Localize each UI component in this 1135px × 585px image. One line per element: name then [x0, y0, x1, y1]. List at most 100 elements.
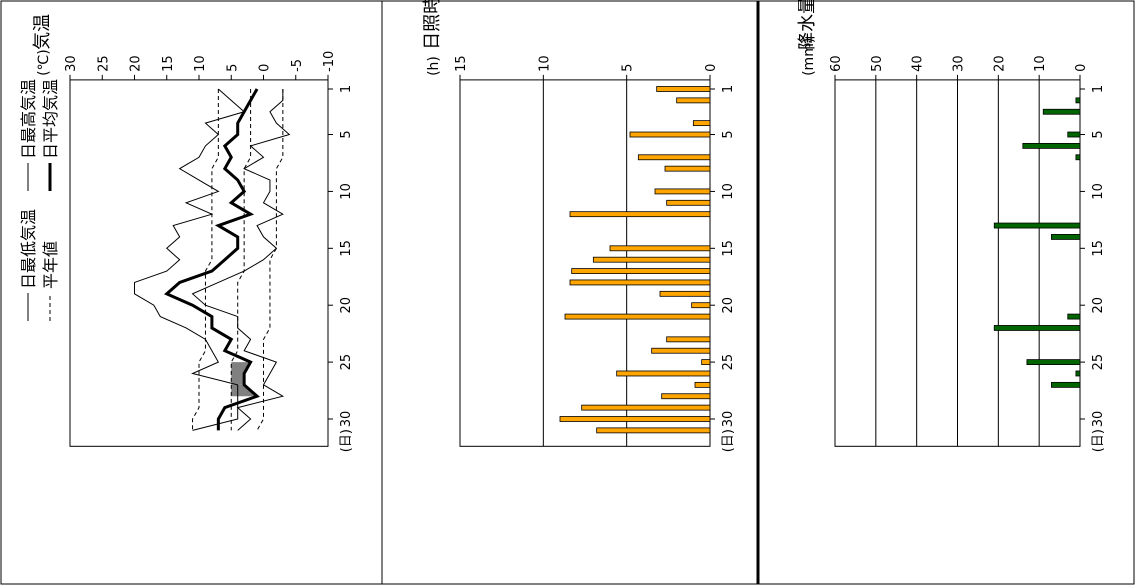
chart-title: 降水量 — [797, 0, 818, 50]
bar-day-16 — [592, 256, 711, 263]
y-tick-label: -10 — [322, 51, 337, 72]
y-tick-label: 20 — [129, 55, 144, 72]
bar-day-1 — [656, 86, 711, 92]
chart-panel-1: 30 25 20 15 10 5 0 -5 -10151015202530(日)(℃)気温日最高… — [19, 14, 354, 452]
y-tick-label: 20 — [992, 55, 1007, 72]
bar-day-2 — [676, 97, 711, 104]
bar-day-17 — [571, 268, 711, 274]
bar-day-6 — [1022, 142, 1081, 149]
y-tick-label: 15 — [161, 55, 176, 72]
bar-day-11 — [666, 199, 711, 206]
bar-day-24 — [651, 347, 711, 354]
bar-day-25 — [1026, 359, 1081, 366]
x-tick-label: 1 — [1091, 85, 1106, 93]
y-tick-label: -5 — [290, 59, 305, 72]
bar-day-19 — [659, 290, 711, 297]
bar-day-22 — [993, 325, 1081, 331]
x-tick-label: 1 — [721, 85, 736, 93]
x-tick-label: 30 — [1091, 411, 1106, 428]
bar-day-3 — [1042, 108, 1081, 115]
bar-day-7 — [637, 154, 711, 161]
bar-day-27 — [694, 381, 711, 388]
y-tick-label: 40 — [911, 55, 926, 72]
deviation-shade — [231, 373, 245, 385]
y-tick-label: 10 — [537, 55, 552, 72]
legend-label: 日最高気温 — [19, 79, 38, 159]
bar-day-15 — [609, 245, 711, 252]
x-tick-label: 15 — [339, 240, 354, 257]
y-tick-label: 10 — [193, 55, 208, 72]
bar-day-12 — [569, 211, 711, 218]
y-tick-label: 10 — [1033, 55, 1048, 72]
bar-day-10 — [654, 188, 711, 195]
legend-label: 平年値 — [41, 241, 60, 289]
x-unit-label: (日) — [339, 429, 354, 452]
series-line-6 — [256, 89, 284, 431]
bar-day-14 — [1051, 234, 1081, 240]
bar-day-5 — [629, 131, 711, 138]
x-tick-label: 10 — [721, 183, 736, 200]
bar-day-25 — [701, 359, 711, 366]
y-tick-label: 5 — [621, 64, 636, 72]
bar-day-21 — [564, 313, 711, 320]
unit-label: (mm) — [801, 38, 817, 76]
unit-label: (h) — [426, 56, 442, 76]
x-tick-label: 10 — [339, 183, 354, 200]
bar-day-30 — [559, 416, 711, 422]
bar-day-31 — [596, 427, 711, 434]
y-tick-label: 0 — [1074, 64, 1089, 72]
x-tick-label: 5 — [339, 130, 354, 138]
chart-title: 日照時間 — [422, 0, 443, 50]
y-tick-label: 60 — [829, 55, 844, 72]
bar-day-27 — [1051, 381, 1081, 388]
y-tick-label: 5 — [225, 64, 240, 72]
series-line-5 — [230, 89, 252, 431]
bar-day-7 — [1075, 154, 1081, 161]
x-tick-label: 25 — [339, 354, 354, 371]
bar-day-5 — [1067, 131, 1081, 138]
x-unit-label: (日) — [1091, 429, 1106, 452]
bar-day-28 — [661, 393, 711, 400]
x-tick-label: 1 — [339, 85, 354, 93]
bar-day-13 — [993, 222, 1081, 229]
x-tick-label: 15 — [1091, 240, 1106, 257]
x-tick-label: 25 — [1091, 354, 1106, 371]
x-tick-label: 25 — [721, 354, 736, 371]
bar-day-4 — [692, 120, 711, 127]
bar-day-20 — [691, 302, 711, 309]
bar-day-29 — [581, 404, 711, 411]
y-tick-label: 0 — [258, 64, 273, 72]
y-tick-label: 50 — [870, 55, 885, 72]
y-tick-label: 0 — [704, 64, 719, 72]
x-tick-label: 30 — [339, 411, 354, 428]
x-tick-label: 30 — [721, 411, 736, 428]
legend-label: 日平均気温 — [41, 79, 60, 159]
x-tick-label: 20 — [721, 297, 736, 314]
bar-day-26 — [1075, 370, 1081, 377]
x-tick-label: 20 — [1091, 297, 1106, 314]
x-tick-label: 10 — [1091, 183, 1106, 200]
bar-day-8 — [664, 165, 711, 172]
rotated-chart-layer: 30 25 20 15 10 5 0 -5 -10151015202530(日)(℃)気温日最高… — [19, 0, 1106, 452]
unit-label: (℃) — [36, 49, 52, 76]
y-tick-label: 30 — [952, 55, 967, 72]
bar-day-23 — [666, 336, 711, 343]
bar-day-21 — [1067, 313, 1081, 320]
series-line-1 — [134, 88, 246, 431]
y-tick-label: 30 — [64, 55, 79, 72]
x-unit-label: (日) — [721, 429, 736, 452]
bar-day-18 — [569, 279, 711, 286]
series-line-2 — [163, 88, 260, 431]
x-tick-label: 15 — [721, 240, 736, 257]
deviation-shade — [231, 362, 251, 374]
bar-day-2 — [1075, 97, 1081, 104]
bar-day-26 — [616, 370, 711, 377]
x-tick-label: 5 — [1091, 130, 1106, 138]
chart-title: 気温 — [32, 14, 53, 50]
x-tick-label: 5 — [721, 130, 736, 138]
x-tick-label: 20 — [339, 297, 354, 314]
